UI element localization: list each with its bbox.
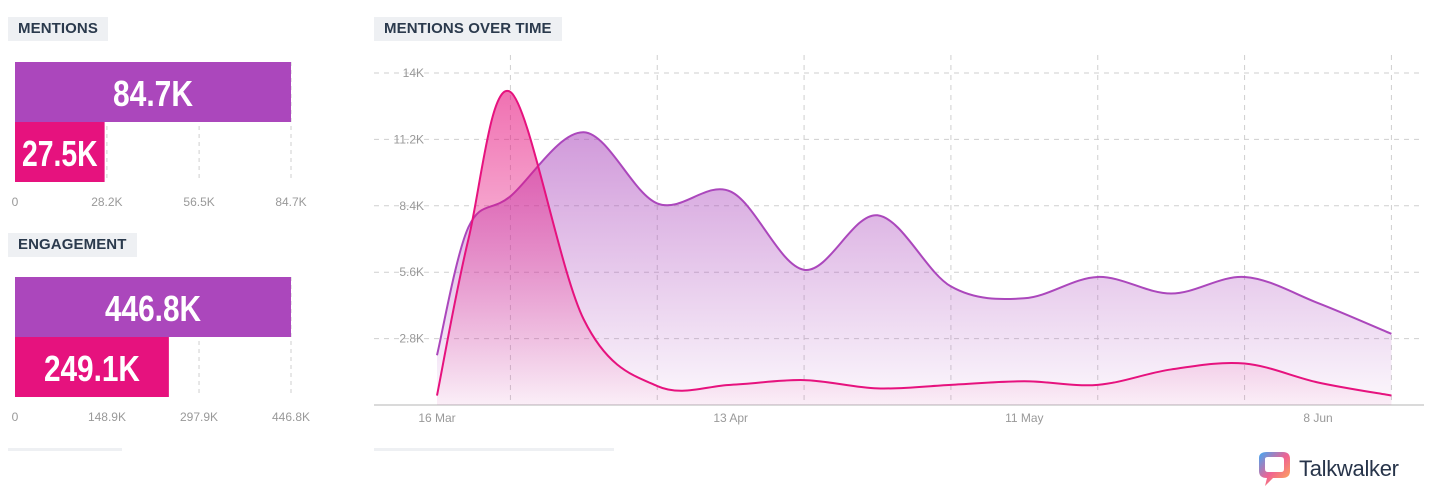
mentions-over-time-title: MENTIONS OVER TIME: [374, 17, 562, 41]
x-axis-tick-label: 8 Jun: [1303, 411, 1332, 425]
bar-axis-tick-label: 84.7K: [275, 195, 306, 209]
area-series-line: [436, 89, 1392, 397]
y-axis-tick-label: 5.6K: [399, 265, 424, 279]
y-axis-tick-label: 8.4K: [399, 199, 424, 213]
bar-value-label: 249.1K: [44, 348, 140, 389]
area-fill: [437, 132, 1392, 405]
brand-name: Talkwalker: [1299, 456, 1399, 481]
next-widget-stub-left: [8, 448, 122, 451]
mentions-bar-chart: 84.7K 27.5K 0 28.2K 56.5K 84.7K: [12, 62, 307, 209]
bar-axis-tick-label: 297.9K: [180, 410, 218, 424]
y-axis-tick-label: 14K: [403, 66, 424, 80]
x-axis-tick-label: 16 Mar: [418, 411, 455, 425]
bar-value-label: 84.7K: [113, 73, 193, 114]
area-fill: [437, 90, 1392, 406]
engagement-bar-chart: 446.8K 249.1K 0 148.9K 297.9K 446.8K: [12, 277, 310, 424]
bar-value-label: 27.5K: [22, 133, 98, 174]
bar-axis-tick-label: 0: [12, 195, 19, 209]
bar-axis-tick-label: 0: [12, 410, 19, 424]
next-widget-stub-right: [374, 448, 614, 451]
bar: [15, 277, 291, 337]
talkwalker-speech-bubble-icon: [1259, 452, 1290, 486]
bar-value-label: 446.8K: [105, 288, 201, 329]
bar: [15, 337, 169, 397]
x-axis-tick-label: 11 May: [1005, 411, 1043, 425]
bar: [15, 122, 105, 182]
bar: [15, 62, 291, 122]
x-axis-tick-label: 13 Apr: [713, 411, 748, 425]
bar-axis-tick-label: 148.9K: [88, 410, 126, 424]
bar-axis-tick-label: 56.5K: [183, 195, 214, 209]
engagement-title: ENGAGEMENT: [8, 233, 137, 257]
mentions-over-time-chart: 2.8K 5.6K 8.4K 11.2K 14K 16 Mar 13 Apr 11 May 8 …: [374, 55, 1424, 425]
y-axis-tick-label: 2.8K: [399, 332, 424, 346]
bar-axis-tick-label: 446.8K: [272, 410, 310, 424]
talkwalker-logo[interactable]: Talkwalker: [1255, 449, 1399, 489]
y-axis-tick-label: 11.2K: [394, 132, 424, 146]
mentions-title: MENTIONS: [8, 17, 108, 41]
bar-axis-tick-label: 28.2K: [91, 195, 122, 209]
